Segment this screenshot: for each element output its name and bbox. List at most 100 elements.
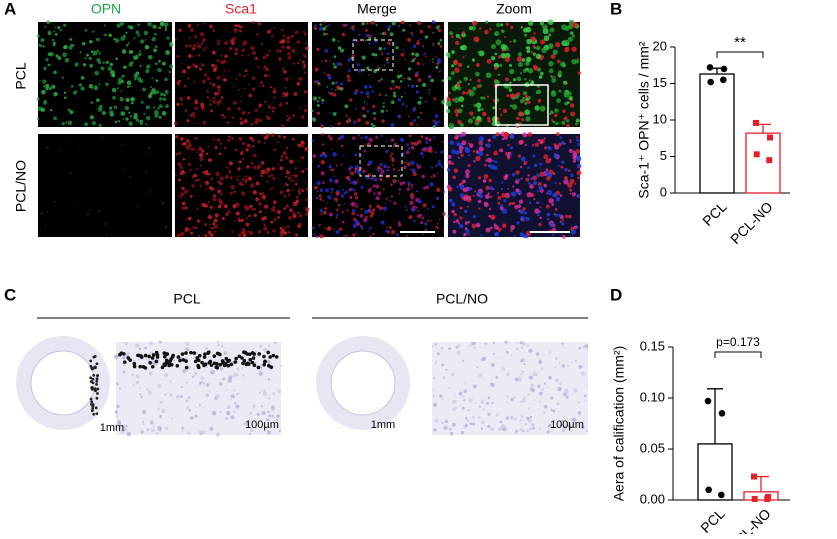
speck bbox=[158, 59, 161, 63]
speck bbox=[154, 26, 157, 29]
speck bbox=[101, 137, 103, 140]
speck bbox=[263, 389, 266, 393]
speck bbox=[67, 120, 73, 126]
calcification bbox=[168, 359, 173, 363]
speck bbox=[67, 108, 71, 112]
speck bbox=[575, 118, 580, 123]
speck bbox=[407, 67, 412, 71]
speck bbox=[196, 41, 199, 45]
speck bbox=[195, 226, 198, 229]
speck bbox=[403, 165, 407, 170]
speck bbox=[435, 360, 438, 363]
speck bbox=[120, 89, 123, 92]
speck bbox=[526, 38, 532, 45]
speck bbox=[208, 224, 211, 226]
speck bbox=[522, 342, 527, 346]
calcification bbox=[217, 352, 222, 356]
speck bbox=[464, 221, 469, 225]
speck bbox=[220, 54, 223, 56]
speck bbox=[329, 125, 332, 128]
speck bbox=[78, 147, 80, 149]
speck bbox=[207, 145, 210, 148]
bar bbox=[697, 443, 733, 501]
speck bbox=[461, 91, 466, 95]
speck bbox=[478, 27, 482, 30]
speck bbox=[120, 428, 125, 434]
speck bbox=[427, 25, 431, 29]
speck bbox=[234, 402, 237, 405]
speck bbox=[333, 55, 337, 58]
speck bbox=[128, 121, 133, 126]
speck bbox=[272, 392, 275, 395]
speck bbox=[139, 393, 142, 396]
speck bbox=[265, 53, 269, 57]
speck bbox=[576, 138, 580, 142]
speck bbox=[500, 52, 507, 59]
speck bbox=[554, 108, 559, 113]
speck bbox=[254, 108, 258, 113]
speck bbox=[312, 96, 318, 101]
speck bbox=[421, 174, 426, 179]
calcification bbox=[132, 361, 137, 366]
speck bbox=[335, 191, 340, 196]
speck bbox=[327, 24, 330, 27]
speck bbox=[511, 172, 516, 177]
speck bbox=[338, 40, 340, 43]
speck bbox=[151, 77, 153, 80]
speck bbox=[316, 190, 319, 193]
speck bbox=[305, 110, 308, 112]
speck bbox=[181, 201, 186, 206]
speck bbox=[419, 29, 424, 34]
speck bbox=[231, 41, 235, 46]
calcification bbox=[184, 351, 188, 355]
speck bbox=[361, 106, 366, 110]
speck bbox=[278, 57, 282, 61]
calcification bbox=[91, 407, 95, 410]
speck bbox=[314, 185, 318, 190]
speck bbox=[433, 388, 435, 391]
speck bbox=[140, 100, 144, 104]
speck bbox=[192, 47, 196, 51]
speck bbox=[418, 199, 422, 204]
speck bbox=[422, 147, 427, 152]
speck bbox=[176, 102, 180, 107]
speck bbox=[453, 212, 457, 217]
speck bbox=[537, 182, 542, 186]
speck bbox=[240, 95, 243, 97]
speck bbox=[377, 165, 381, 170]
speck bbox=[164, 225, 168, 229]
speck bbox=[504, 56, 510, 63]
speck bbox=[294, 202, 298, 207]
speck bbox=[383, 64, 386, 67]
speck bbox=[529, 177, 533, 181]
speck bbox=[265, 67, 270, 72]
speck bbox=[241, 141, 246, 146]
speck bbox=[253, 191, 256, 193]
speck bbox=[260, 405, 263, 408]
speck bbox=[245, 222, 250, 227]
bar bbox=[699, 73, 735, 194]
speck bbox=[264, 100, 267, 104]
speck bbox=[243, 119, 248, 124]
speck bbox=[125, 117, 129, 121]
speck bbox=[280, 155, 284, 158]
speck bbox=[409, 168, 411, 171]
speck bbox=[492, 352, 495, 356]
speck bbox=[103, 24, 106, 27]
speck bbox=[436, 62, 439, 66]
speck bbox=[176, 81, 180, 85]
speck bbox=[257, 65, 260, 68]
speck bbox=[189, 416, 194, 420]
speck bbox=[349, 98, 353, 102]
calcification bbox=[171, 353, 175, 358]
speck bbox=[196, 168, 199, 170]
speck bbox=[47, 63, 50, 66]
speck bbox=[472, 150, 476, 153]
speck bbox=[65, 121, 68, 124]
data-point bbox=[751, 473, 757, 480]
speck bbox=[390, 183, 393, 187]
speck bbox=[528, 348, 533, 353]
speck bbox=[283, 184, 285, 187]
speck bbox=[385, 140, 388, 143]
speck bbox=[356, 191, 358, 194]
